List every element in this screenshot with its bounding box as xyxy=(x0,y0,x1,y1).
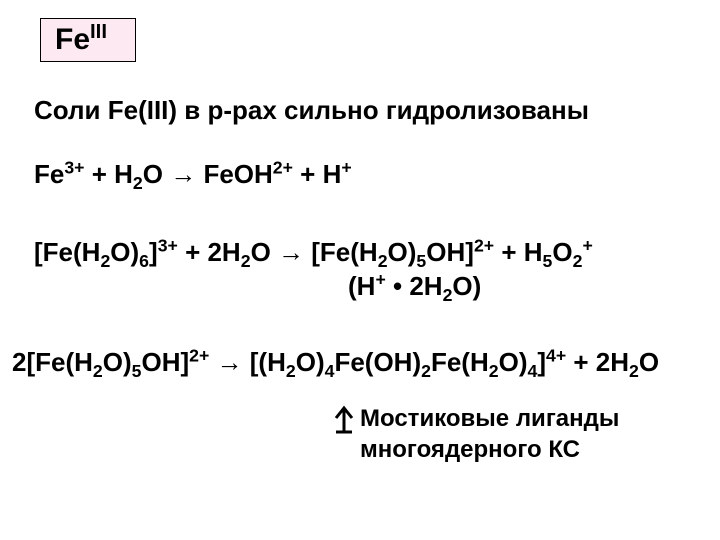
eq3-sp xyxy=(209,347,216,377)
eq3-s6: 2 xyxy=(489,361,499,381)
eq3-s3: 2 xyxy=(286,361,296,381)
title-box: FeIII xyxy=(40,18,136,62)
eq1-sup2: 2+ xyxy=(273,157,293,177)
eq3-c: OH] xyxy=(141,347,189,377)
eq2-f: [Fe(H xyxy=(304,237,378,267)
heading-line: Соли Fe(III) в р-рах сильно гидролизован… xyxy=(34,96,589,126)
eq2-c: ] xyxy=(149,237,158,267)
eq3-sup1: 2+ xyxy=(189,345,209,365)
eq1-sup1: 3+ xyxy=(64,157,84,177)
eq2-i: + H xyxy=(494,237,542,267)
eq3-f: Fe(OH) xyxy=(334,347,421,377)
eq3-e: O) xyxy=(296,347,325,377)
eq1-plus1: + H xyxy=(85,159,133,189)
eq3-s1: 2 xyxy=(93,361,103,381)
eq1-fe: Fe xyxy=(34,159,64,189)
note-1-text: Мостиковые лиганды xyxy=(360,405,619,432)
eq2-sup1: 3+ xyxy=(158,235,178,255)
eq2-s5: 5 xyxy=(416,251,426,271)
eq2-b: O) xyxy=(110,237,139,267)
eq3-j: + 2H xyxy=(566,347,629,377)
eq3-d: [(H xyxy=(243,347,286,377)
eq2-s4: 2 xyxy=(378,251,388,271)
title-prefix: Fe xyxy=(55,23,90,56)
eq2b-a: (H xyxy=(348,271,375,301)
eq2-sup2: 2+ xyxy=(474,235,494,255)
equation-2b: (H+ • 2H2O) xyxy=(348,272,481,302)
eq1-sub1: 2 xyxy=(133,173,143,193)
eq3-b: O) xyxy=(103,347,132,377)
eq2b-s1: 2 xyxy=(443,285,453,305)
eq2-s6: 5 xyxy=(543,251,553,271)
note-2-text: многоядерного КС xyxy=(360,436,580,463)
eq2-a: [Fe(H xyxy=(34,237,100,267)
equation-1: Fe3+ + H2O → FeOH2+ + H+ xyxy=(34,160,352,190)
eq2b-c: O) xyxy=(452,271,481,301)
eq2-j: O xyxy=(552,237,572,267)
eq3-s2: 5 xyxy=(132,361,142,381)
eq2b-sup1: + xyxy=(375,269,385,289)
note-line-1: Мостиковые лиганды xyxy=(360,405,619,433)
eq3-a: 2[Fe(H xyxy=(12,347,93,377)
eq3-i: ] xyxy=(537,347,546,377)
eq3-s8: 2 xyxy=(629,361,639,381)
eq1-sup3: + xyxy=(341,157,351,177)
eq2-d: + 2H xyxy=(178,237,241,267)
eq3-sup2: 4+ xyxy=(546,345,566,365)
heading-text: Соли Fe(III) в р-рах сильно гидролизован… xyxy=(34,95,589,125)
eq3-h: O) xyxy=(499,347,528,377)
eq3-s5: 2 xyxy=(421,361,431,381)
eq2-s3: 2 xyxy=(241,251,251,271)
eq2-h: OH] xyxy=(426,237,474,267)
eq3-s7: 4 xyxy=(527,361,537,381)
eq1-o: O xyxy=(143,159,170,189)
eq1-plus2: + H xyxy=(293,159,341,189)
arrow-icon: → xyxy=(278,237,304,267)
note-line-2: многоядерного КС xyxy=(360,436,580,464)
equation-3: 2[Fe(H2O)5OH]2+ → [(H2O)4Fe(OH)2Fe(H2O)4… xyxy=(12,348,659,378)
eq3-s4: 4 xyxy=(325,361,335,381)
equation-2: [Fe(H2O)6]3+ + 2H2O → [Fe(H2O)5OH]2+ + H… xyxy=(34,238,593,268)
eq2-s7: 2 xyxy=(573,251,583,271)
eq3-k: O xyxy=(639,347,659,377)
eq2-s1: 2 xyxy=(100,251,110,271)
eq2b-b: • 2H xyxy=(386,271,443,301)
eq2-e: O xyxy=(251,237,278,267)
eq1-feoh: FeOH xyxy=(196,159,273,189)
slide: FeIII Соли Fe(III) в р-рах сильно гидрол… xyxy=(0,0,720,540)
eq2-g: O) xyxy=(388,237,417,267)
arrow-icon: → xyxy=(217,347,243,377)
title-super: III xyxy=(90,21,107,43)
eq3-g: Fe(H xyxy=(431,347,489,377)
eq2-sup3: + xyxy=(582,235,592,255)
eq2-s2: 6 xyxy=(139,251,149,271)
up-arrow-icon xyxy=(332,404,356,434)
arrow-icon: → xyxy=(170,159,196,189)
